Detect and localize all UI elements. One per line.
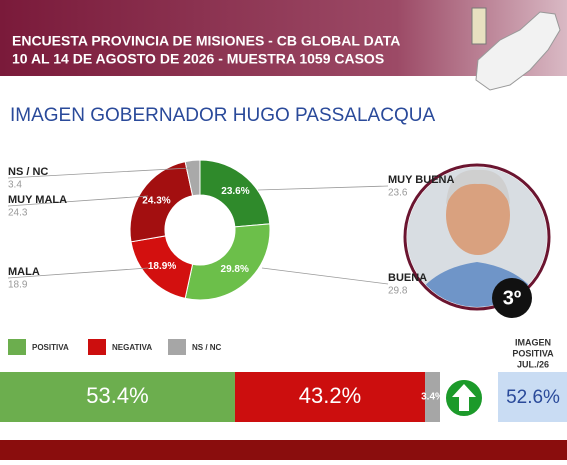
side-value: 3.4: [8, 180, 22, 191]
map-inset: [471, 7, 487, 45]
legend-label: NS / NC: [192, 343, 222, 352]
legend-swatch: [8, 339, 26, 355]
previous-label: IMAGEN: [515, 337, 551, 347]
slice-label: 23.6%: [221, 186, 249, 197]
header-line: 10 AL 14 DE AGOSTO DE 2026 - MUESTRA 105…: [12, 51, 384, 67]
badge: [492, 278, 532, 318]
leader-line: [261, 267, 389, 285]
leader-line: [257, 185, 389, 191]
side-category: NS / NC: [8, 166, 48, 178]
leader-line: [7, 167, 191, 179]
side-value: 24.3: [8, 208, 28, 219]
bar-label: 43.2%: [299, 383, 361, 408]
slice-label: 29.8%: [221, 264, 249, 275]
arrow: [452, 384, 476, 411]
legend-label: NEGATIVA: [112, 343, 152, 352]
side-value: 18.9: [8, 280, 28, 291]
previous-value: 52.6%: [506, 387, 560, 408]
bar-label: 53.4%: [86, 383, 148, 408]
badge-label: 3º: [503, 287, 521, 309]
legend-swatch: [168, 339, 186, 355]
chart-title: IMAGEN GOBERNADOR HUGO PASSALACQUA: [10, 105, 435, 126]
leader-line: [7, 195, 149, 207]
side-value: 29.8: [388, 286, 408, 297]
legend-swatch: [88, 339, 106, 355]
previous-label: JUL./26: [517, 359, 549, 369]
bar-label: 3.4%: [421, 392, 444, 403]
header-line: ENCUESTA PROVINCIA DE MISIONES - CB GLOB…: [12, 33, 400, 49]
slice-label: 24.3%: [142, 195, 170, 206]
donut-slice: [184, 223, 271, 301]
legend-label: POSITIVA: [32, 343, 69, 352]
side-category: MALA: [8, 266, 40, 278]
side-value: 23.6: [388, 188, 408, 199]
donut-slice: [184, 159, 201, 197]
side-category: MUY BUENA: [388, 174, 454, 186]
leader-line: [7, 267, 149, 279]
footer-band: [0, 440, 567, 460]
side-category: MUY MALA: [8, 194, 67, 206]
bar-segment: [425, 372, 440, 422]
bar-segment: [0, 372, 235, 422]
map: [475, 11, 561, 91]
slice-label: 18.9%: [148, 261, 176, 272]
bar-segment: [234, 372, 426, 422]
side-category: BUENA: [388, 272, 427, 284]
previous-label: POSITIVA: [512, 348, 554, 358]
previous-box: [498, 372, 567, 422]
donut-slice: [129, 160, 194, 243]
